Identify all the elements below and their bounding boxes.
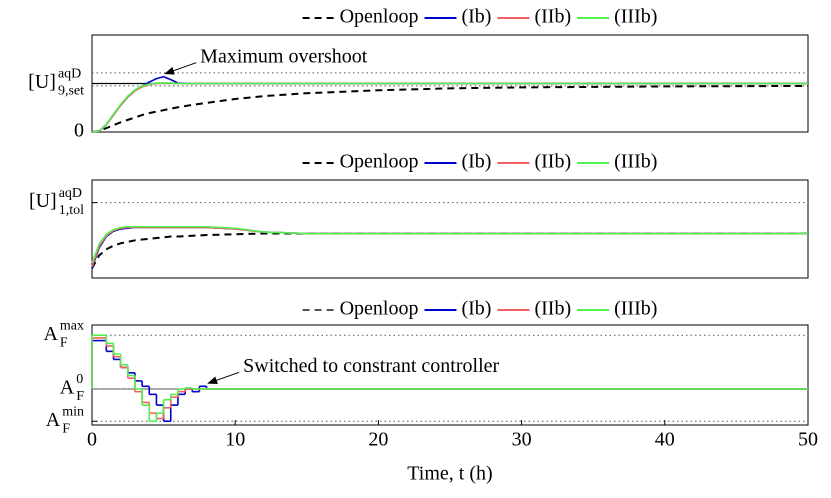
series-line bbox=[91, 225, 808, 264]
series-line bbox=[91, 232, 808, 269]
x-tick-label: 10 bbox=[225, 429, 245, 451]
x-tick-label: 50 bbox=[798, 429, 818, 451]
y-tick-sup: aqD bbox=[58, 67, 81, 82]
legend-label: (Ib) bbox=[461, 298, 491, 320]
y-tick-label: A bbox=[46, 409, 61, 431]
legend-label: (IIIb) bbox=[614, 151, 657, 173]
y-tick-sub: 1,tol bbox=[59, 203, 84, 218]
x-tick-label: 30 bbox=[512, 429, 532, 451]
y-tick-sub: F bbox=[62, 421, 70, 436]
legend-label: Openloop bbox=[340, 298, 419, 320]
x-axis-label: Time, t (h) bbox=[407, 463, 492, 485]
legend-label: (IIb) bbox=[534, 298, 571, 320]
legend-item: (IIb) bbox=[497, 298, 571, 320]
annotation: Switched to constrant controller bbox=[243, 355, 499, 377]
x-tick-label: 20 bbox=[368, 429, 388, 451]
legend-item: (Ib) bbox=[424, 298, 491, 320]
y-tick-sup: aqD bbox=[59, 186, 82, 201]
legend-label: (IIIb) bbox=[614, 6, 657, 28]
y-tick-sup: min bbox=[62, 404, 84, 419]
y-tick-sup: 0 bbox=[76, 372, 83, 387]
annotation-arrow bbox=[164, 62, 197, 75]
y-tick-sub: F bbox=[76, 389, 84, 404]
x-tick-label: 0 bbox=[87, 429, 97, 451]
legend-item: Openloop bbox=[302, 151, 419, 173]
legend-item: (Ib) bbox=[424, 151, 491, 173]
legend-label: (IIIb) bbox=[614, 298, 657, 320]
x-tick-label: 40 bbox=[655, 429, 675, 451]
legend-label: (Ib) bbox=[461, 151, 491, 173]
series-line bbox=[91, 84, 809, 133]
y-tick-sub: 9,set bbox=[58, 84, 84, 99]
legend-label: (IIb) bbox=[534, 151, 571, 173]
y-tick-label: A bbox=[60, 377, 75, 399]
y-tick-sub: F bbox=[60, 335, 68, 350]
legend-item: Openloop bbox=[302, 298, 419, 320]
legend-label: Openloop bbox=[340, 151, 419, 173]
y-tick-label: 0 bbox=[74, 120, 84, 142]
annotation: Maximum overshoot bbox=[200, 45, 368, 67]
y-tick-label: A bbox=[43, 323, 58, 345]
y-tick-label: [U] bbox=[28, 71, 56, 93]
series-line bbox=[91, 82, 808, 133]
legend-item: Openloop bbox=[302, 6, 419, 28]
legend-item: (Ib) bbox=[424, 6, 491, 28]
legend-item: (IIIb) bbox=[577, 151, 657, 173]
legend-label: (IIb) bbox=[534, 6, 571, 28]
series-line bbox=[91, 82, 808, 133]
legend-label: (Ib) bbox=[461, 6, 491, 28]
plot-frame bbox=[91, 179, 809, 279]
legend-item: (IIb) bbox=[497, 6, 571, 28]
legend-label: Openloop bbox=[340, 6, 419, 28]
legend-item: (IIIb) bbox=[577, 298, 657, 320]
y-tick-label: [U] bbox=[29, 190, 57, 212]
annotation-arrow bbox=[207, 371, 240, 385]
legend-item: (IIb) bbox=[497, 151, 571, 173]
y-tick-sup: max bbox=[60, 318, 84, 333]
legend-item: (IIIb) bbox=[577, 6, 657, 28]
